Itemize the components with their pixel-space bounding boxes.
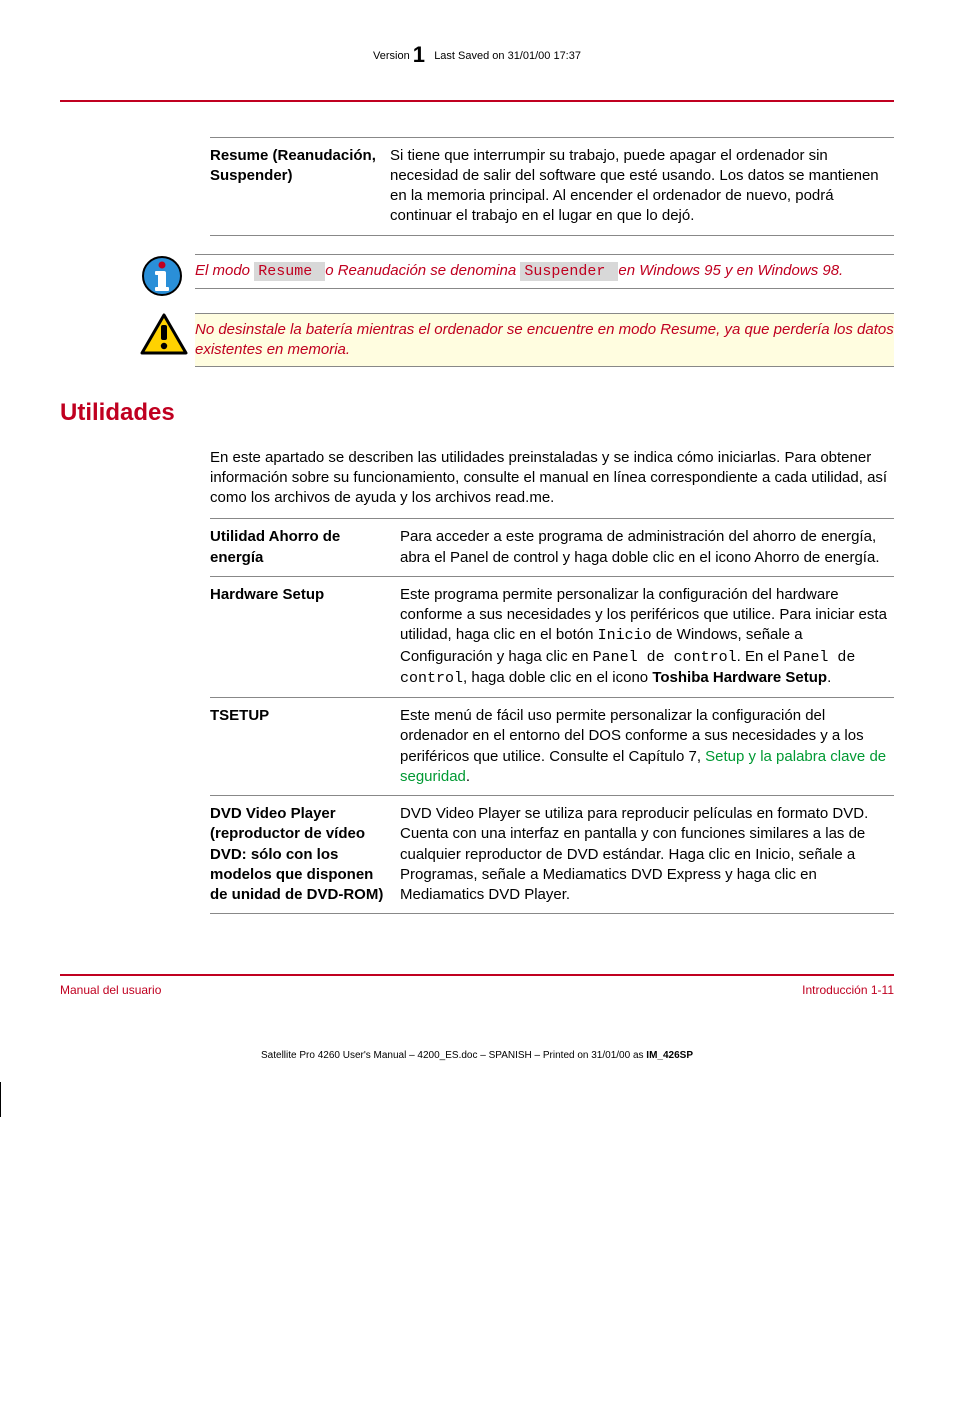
saved-label: Last Saved on 31/01/00 17:37 bbox=[434, 50, 581, 62]
version-number: 1 bbox=[413, 42, 425, 67]
subfooter: Satellite Pro 4260 User's Manual – 4200_… bbox=[60, 1049, 894, 1063]
bold: Toshiba Hardware Setup bbox=[652, 669, 827, 686]
util-row-hwsetup: Hardware Setup Este programa permite per… bbox=[210, 576, 894, 697]
util-text: Este programa permite personalizar la co… bbox=[400, 585, 894, 689]
page: Version 1 Last Saved on 31/01/00 17:37 R… bbox=[0, 0, 954, 1082]
version-label: Version bbox=[373, 50, 410, 62]
content-area: Resume (Reanudación, Suspender) Si tiene… bbox=[210, 137, 894, 236]
mono: Panel de control bbox=[593, 649, 737, 666]
section-intro: En este apartado se describen las utilid… bbox=[210, 448, 894, 509]
subfooter-code: IM_426SP bbox=[646, 1050, 693, 1061]
info-note: El modo Resume o Reanudación se denomina… bbox=[140, 254, 894, 298]
info-mono2: Suspender bbox=[520, 262, 618, 281]
warn-note-text: No desinstale la batería mientras el ord… bbox=[195, 313, 894, 368]
utilities-content: En este apartado se describen las utilid… bbox=[210, 448, 894, 915]
top-header: Version 1 Last Saved on 31/01/00 17:37 bbox=[60, 40, 894, 70]
info-post: en Windows 95 y en Windows 98. bbox=[618, 262, 843, 279]
resume-label: Resume (Reanudación, Suspender) bbox=[210, 146, 390, 227]
txt: . En el bbox=[737, 648, 784, 665]
top-rule bbox=[60, 100, 894, 102]
txt: . bbox=[466, 768, 470, 785]
util-label: Utilidad Ahorro de energía bbox=[210, 527, 400, 568]
util-text: Para acceder a este programa de administ… bbox=[400, 527, 894, 568]
footer-left: Manual del usuario bbox=[60, 982, 161, 998]
util-row-tsetup: TSETUP Este menú de fácil uso permite pe… bbox=[210, 697, 894, 795]
util-row-dvd: DVD Video Player (reproductor de vídeo D… bbox=[210, 795, 894, 914]
mono: Inicio bbox=[598, 627, 652, 644]
crop-mark bbox=[0, 1082, 1, 1117]
warning-icon bbox=[140, 313, 195, 357]
util-text: Este menú de fácil uso permite personali… bbox=[400, 706, 894, 787]
subfooter-text: Satellite Pro 4260 User's Manual – 4200_… bbox=[261, 1050, 646, 1061]
util-label: TSETUP bbox=[210, 706, 400, 787]
util-row-energia: Utilidad Ahorro de energía Para acceder … bbox=[210, 518, 894, 576]
footer: Manual del usuario Introducción 1-11 bbox=[60, 974, 894, 998]
info-mono1: Resume bbox=[254, 262, 325, 281]
txt: , haga doble clic en el icono bbox=[463, 669, 652, 686]
util-label: Hardware Setup bbox=[210, 585, 400, 689]
warn-note: No desinstale la batería mientras el ord… bbox=[140, 313, 894, 368]
section-title: Utilidades bbox=[60, 397, 894, 429]
info-mid: o Reanudación se denomina bbox=[325, 262, 520, 279]
footer-right: Introducción 1-11 bbox=[802, 982, 894, 998]
util-text: DVD Video Player se utiliza para reprodu… bbox=[400, 804, 894, 905]
resume-text: Si tiene que interrumpir su trabajo, pue… bbox=[390, 146, 894, 227]
utilities-table: Utilidad Ahorro de energía Para acceder … bbox=[210, 518, 894, 914]
info-icon bbox=[140, 254, 195, 298]
resume-row: Resume (Reanudación, Suspender) Si tiene… bbox=[210, 137, 894, 236]
txt: . bbox=[827, 669, 831, 686]
info-pre: El modo bbox=[195, 262, 254, 279]
util-label: DVD Video Player (reproductor de vídeo D… bbox=[210, 804, 400, 905]
info-note-text: El modo Resume o Reanudación se denomina… bbox=[195, 254, 894, 289]
